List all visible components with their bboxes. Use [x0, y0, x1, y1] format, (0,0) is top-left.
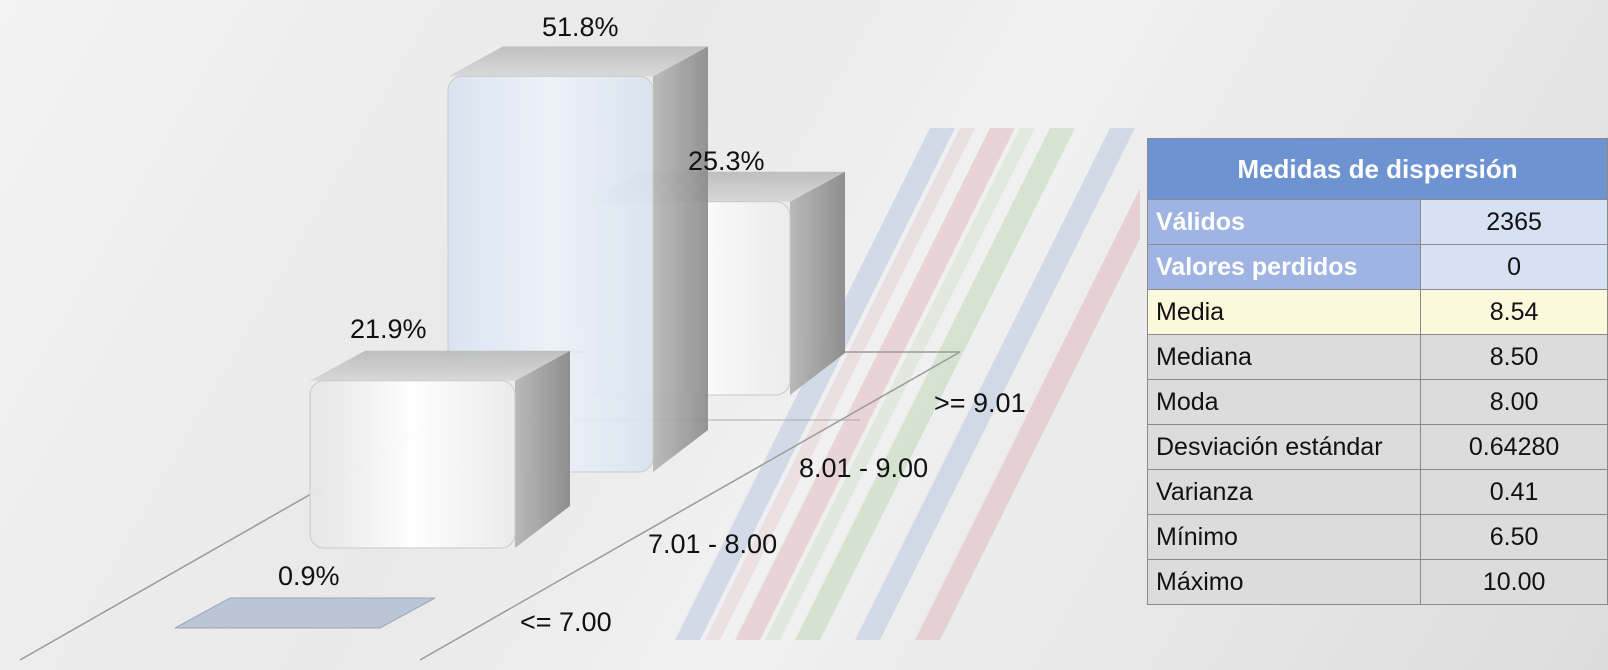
bar-side — [515, 350, 570, 548]
data-label: 21.9% — [350, 314, 427, 344]
bar-top — [310, 350, 570, 381]
stat-value: 6.50 — [1420, 514, 1608, 560]
stat-value: 0.41 — [1420, 469, 1608, 515]
value-labels: 0.9% 21.9% 51.8% 25.3% — [278, 12, 765, 591]
data-label: 0.9% — [278, 561, 340, 591]
category-label: <= 7.00 — [520, 607, 612, 637]
bar-side — [790, 171, 845, 395]
stat-label: Moda — [1146, 379, 1422, 425]
table-row: Moda 8.00 — [1146, 379, 1608, 425]
category-labels: <= 7.00 7.01 - 8.00 8.01 - 9.00 >= 9.01 — [520, 388, 1026, 637]
stat-value: 8.54 — [1420, 289, 1608, 335]
stat-label: Válidos — [1146, 199, 1422, 245]
bar-top — [448, 46, 708, 77]
category-label: 7.01 - 8.00 — [648, 529, 777, 559]
stat-value: 0.64280 — [1420, 424, 1608, 470]
table-row: Máximo 10.00 — [1146, 559, 1608, 605]
stat-label: Máximo — [1146, 559, 1422, 605]
table-row: Valores perdidos 0 — [1146, 244, 1608, 290]
stat-value: 2365 — [1420, 199, 1608, 245]
table-row: Desviación estándar 0.64280 — [1146, 424, 1608, 470]
dispersion-table: Medidas de dispersión Válidos 2365 Valores… — [1146, 138, 1608, 605]
category-label: 8.01 - 9.00 — [799, 453, 928, 483]
table-row: Media 8.54 — [1146, 289, 1608, 335]
bar-side — [653, 46, 708, 472]
bar-chart: <= 7.00 7.01 - 8.00 8.01 - 9.00 >= 9.01 … — [19, 12, 1140, 661]
bar-front — [309, 380, 516, 549]
bar — [309, 350, 570, 549]
stat-value: 0 — [1420, 244, 1608, 290]
table-title: Medidas de dispersión — [1147, 138, 1608, 200]
stat-value: 8.00 — [1420, 379, 1608, 425]
table-row: Mediana 8.50 — [1146, 334, 1608, 380]
stat-value: 8.50 — [1420, 334, 1608, 380]
stat-label: Valores perdidos — [1146, 244, 1422, 290]
bars — [174, 46, 845, 629]
data-label: 51.8% — [542, 12, 619, 42]
data-label: 25.3% — [688, 146, 765, 176]
table-row: Válidos 2365 — [1146, 199, 1608, 245]
stat-label: Mínimo — [1146, 514, 1422, 560]
table-row: Mínimo 6.50 — [1146, 514, 1608, 560]
stat-label: Mediana — [1146, 334, 1422, 380]
bar — [174, 597, 436, 629]
stat-value: 10.00 — [1420, 559, 1608, 605]
background-stripes — [675, 128, 1140, 640]
stat-label: Varianza — [1146, 469, 1422, 515]
stat-label: Desviación estándar — [1146, 424, 1422, 470]
table-row: Varianza 0.41 — [1146, 469, 1608, 515]
stat-label: Media — [1146, 289, 1422, 335]
category-label: >= 9.01 — [934, 388, 1026, 418]
